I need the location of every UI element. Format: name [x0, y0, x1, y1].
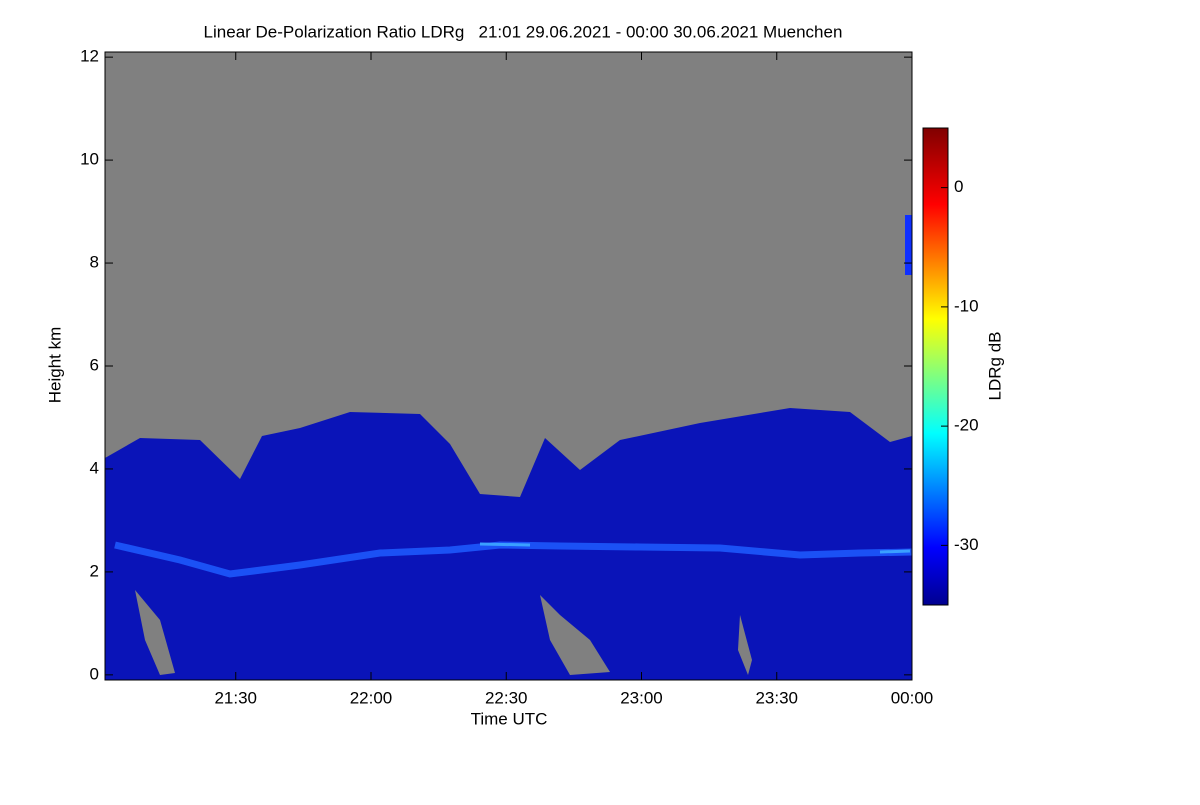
- y-tick-label: 4: [90, 458, 99, 477]
- y-axis-label: Height km: [45, 327, 64, 404]
- y-tick-label: 0: [90, 664, 99, 683]
- chart-title: Linear De-Polarization Ratio LDRg 21:01 …: [204, 22, 843, 41]
- x-tick-label: 00:00: [891, 688, 934, 707]
- y-tick-label: 8: [90, 253, 99, 272]
- x-tick-label: 23:30: [755, 688, 798, 707]
- colorbar-label: LDRg dB: [985, 332, 1004, 401]
- heatmap-field: [105, 52, 913, 680]
- colorbar-tick-label: 0: [954, 177, 963, 196]
- colorbar-tick-label: -30: [954, 535, 979, 554]
- x-tick-label: 21:30: [214, 688, 257, 707]
- x-tick-label: 22:30: [485, 688, 528, 707]
- colorbar-tick-label: -20: [954, 416, 979, 435]
- x-axis-label: Time UTC: [471, 709, 548, 728]
- x-tick-label: 23:00: [620, 688, 663, 707]
- x-tick-label: 22:00: [350, 688, 393, 707]
- colorbar-tick-label: -10: [954, 296, 979, 315]
- y-tick-label: 12: [80, 47, 99, 66]
- y-tick-label: 6: [90, 355, 99, 374]
- colorbar: [922, 127, 949, 606]
- y-tick-label: 10: [80, 150, 99, 169]
- y-tick-label: 2: [90, 561, 99, 580]
